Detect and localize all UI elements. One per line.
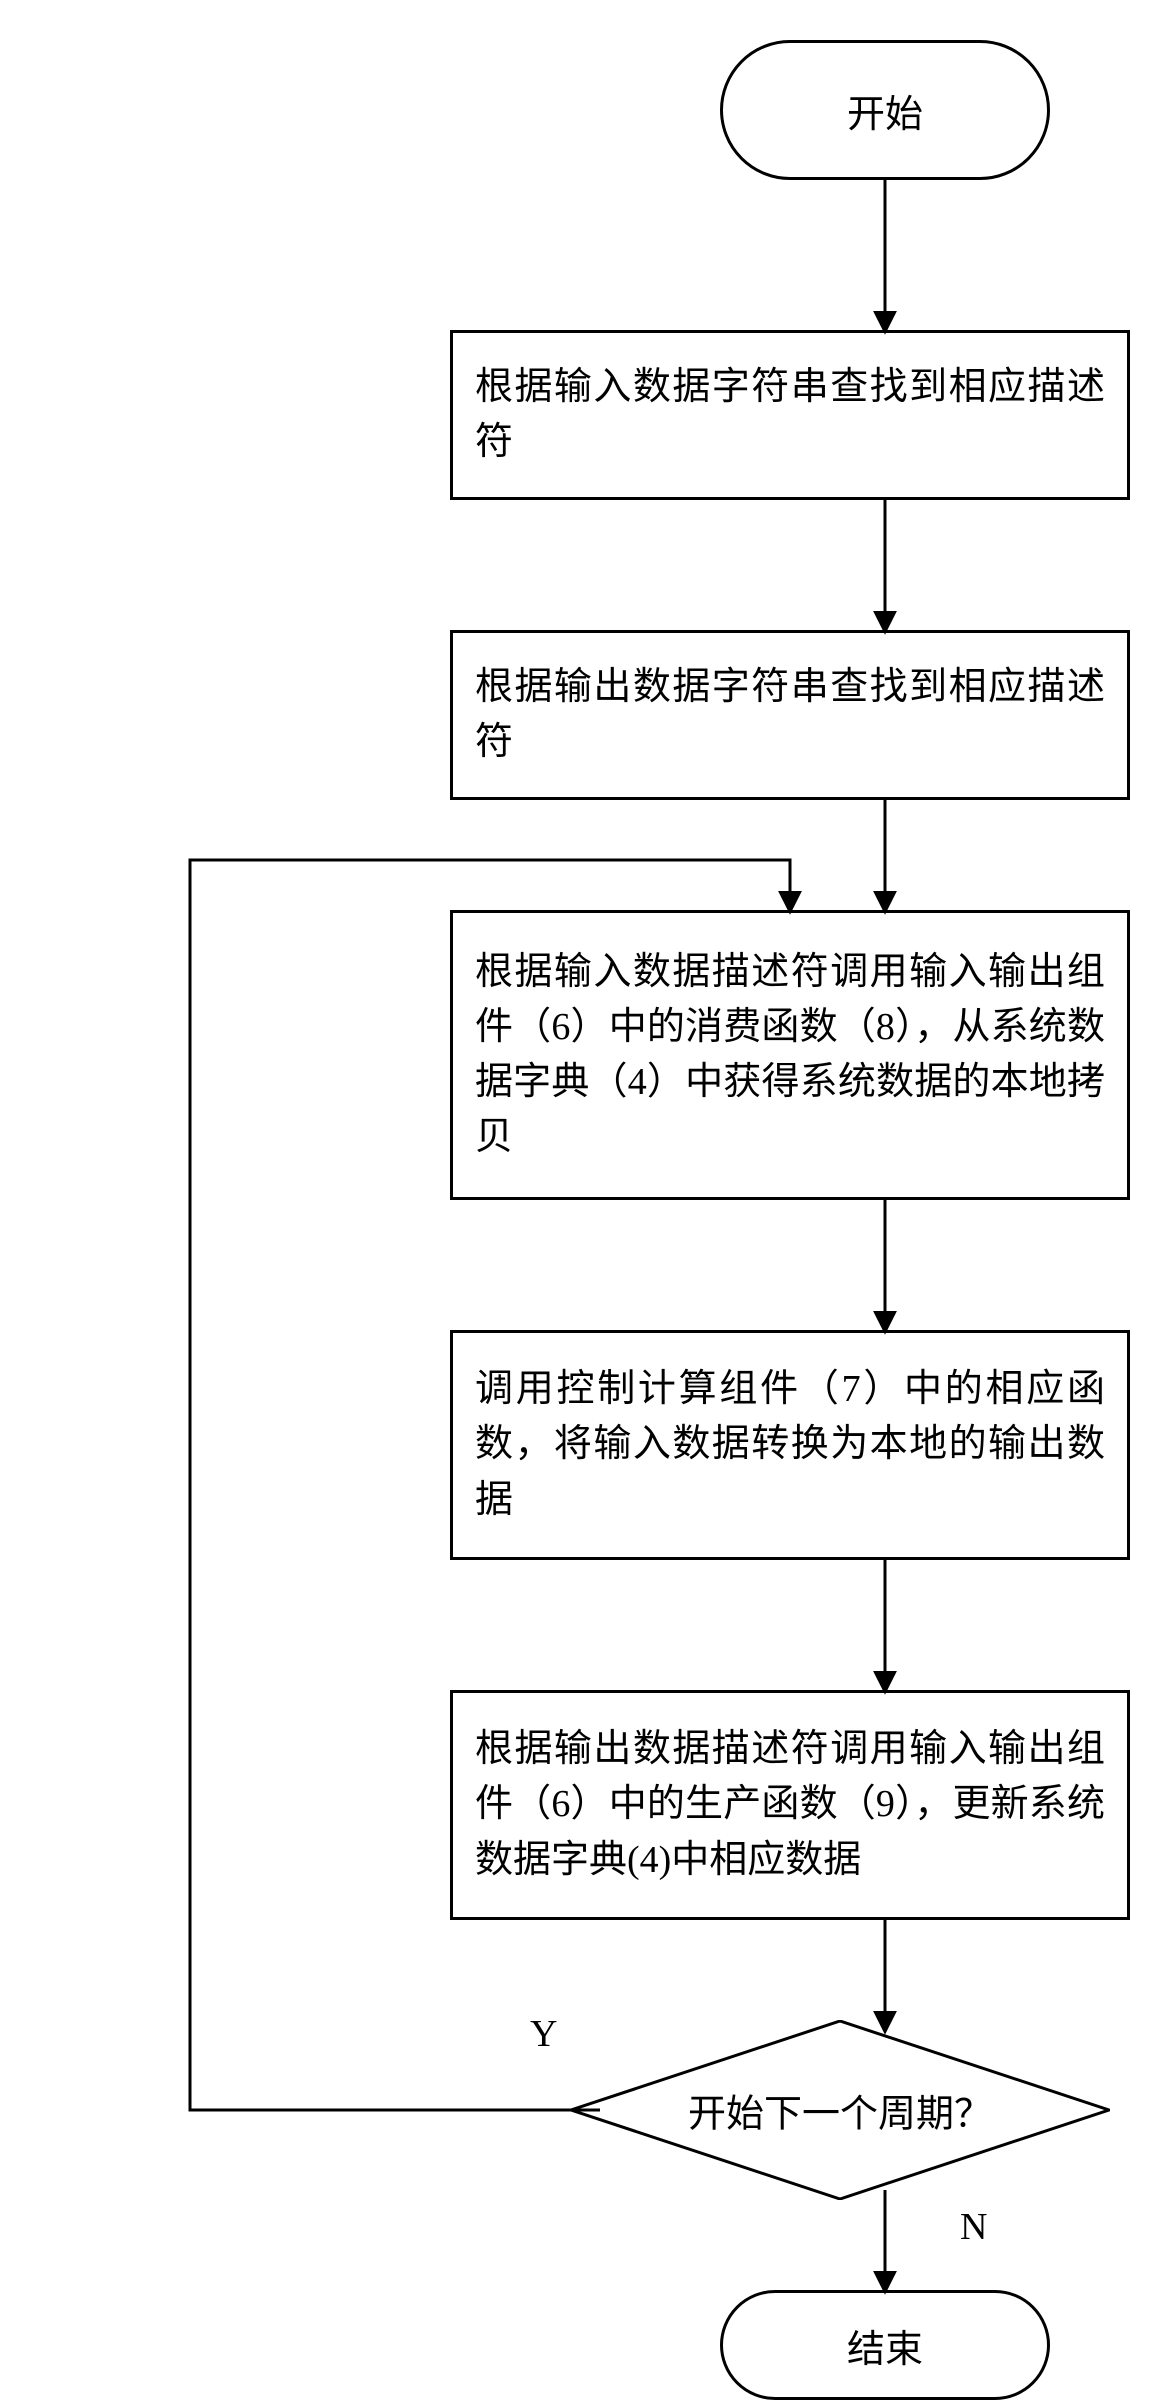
p2-process: 根据输出数据字符串查找到相应描述符: [450, 630, 1130, 800]
p3-label: 根据输入数据描述符调用输入输出组件（6）中的消费函数（8），从系统数据字典（4）…: [475, 945, 1105, 1165]
p4-process: 调用控制计算组件（7）中的相应函数，将输入数据转换为本地的输出数据: [450, 1330, 1130, 1560]
p3-process: 根据输入数据描述符调用输入输出组件（6）中的消费函数（8），从系统数据字典（4）…: [450, 910, 1130, 1200]
start-label: 开始: [847, 83, 923, 138]
p4-label: 调用控制计算组件（7）中的相应函数，将输入数据转换为本地的输出数据: [475, 1362, 1105, 1527]
p5-process: 根据输出数据描述符调用输入输出组件（6）中的生产函数（9），更新系统数据字典(4…: [450, 1690, 1130, 1920]
p5-label: 根据输出数据描述符调用输入输出组件（6）中的生产函数（9），更新系统数据字典(4…: [475, 1722, 1105, 1887]
start-terminator: 开始: [720, 40, 1050, 180]
end-label: 结束: [847, 2318, 923, 2373]
d1-label: 开始下一个周期？: [688, 2083, 992, 2138]
p1-label: 根据输入数据字符串查找到相应描述符: [475, 360, 1105, 470]
p2-label: 根据输出数据字符串查找到相应描述符: [475, 660, 1105, 770]
d1-decision: 开始下一个周期？: [570, 2020, 1110, 2200]
p1-process: 根据输入数据字符串查找到相应描述符: [450, 330, 1130, 500]
end-terminator: 结束: [720, 2290, 1050, 2400]
edge-label-d1-end: N: [960, 2205, 987, 2249]
edge-label-d1-p3: Y: [530, 2012, 557, 2056]
